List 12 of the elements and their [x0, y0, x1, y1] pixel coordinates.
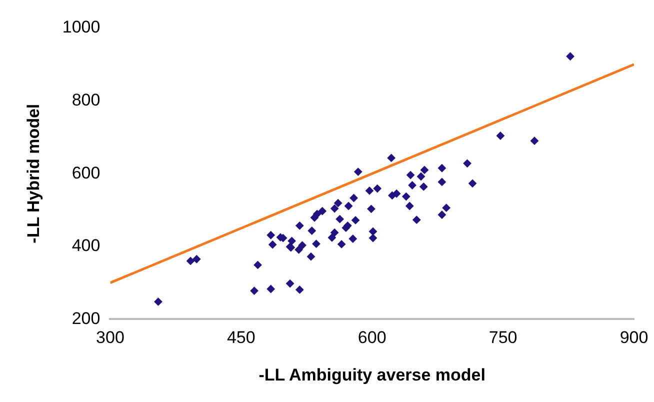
y-tick-label: 400 [72, 236, 100, 256]
y-tick-label: 1000 [62, 18, 100, 37]
y-tick-label: 200 [72, 308, 100, 328]
x-axis-title: -LL Ambiguity averse model [258, 365, 486, 384]
x-tick-label: 300 [96, 328, 124, 348]
x-tick-label: 450 [226, 328, 256, 348]
x-tick-label: 750 [488, 328, 518, 348]
y-tick-label: 600 [72, 163, 100, 182]
y-tick-label: 800 [72, 90, 100, 110]
x-tick-label: 600 [358, 328, 386, 348]
y-axis-title: -LL Hybrid model [24, 104, 43, 244]
x-tick-label: 900 [620, 328, 648, 348]
